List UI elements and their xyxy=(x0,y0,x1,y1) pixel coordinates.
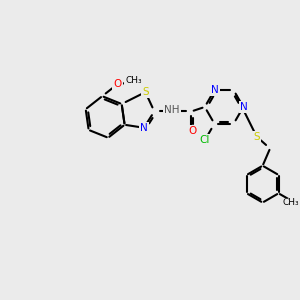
Text: S: S xyxy=(142,87,149,97)
Text: N: N xyxy=(240,102,248,112)
Text: N: N xyxy=(140,123,148,133)
Text: CH₃: CH₃ xyxy=(125,76,142,85)
Text: O: O xyxy=(189,126,197,136)
Text: S: S xyxy=(254,132,260,142)
Text: Cl: Cl xyxy=(200,135,210,146)
Text: CH₃: CH₃ xyxy=(283,199,299,208)
Text: O: O xyxy=(113,79,122,89)
Text: NH: NH xyxy=(164,105,180,115)
Text: N: N xyxy=(211,85,219,95)
